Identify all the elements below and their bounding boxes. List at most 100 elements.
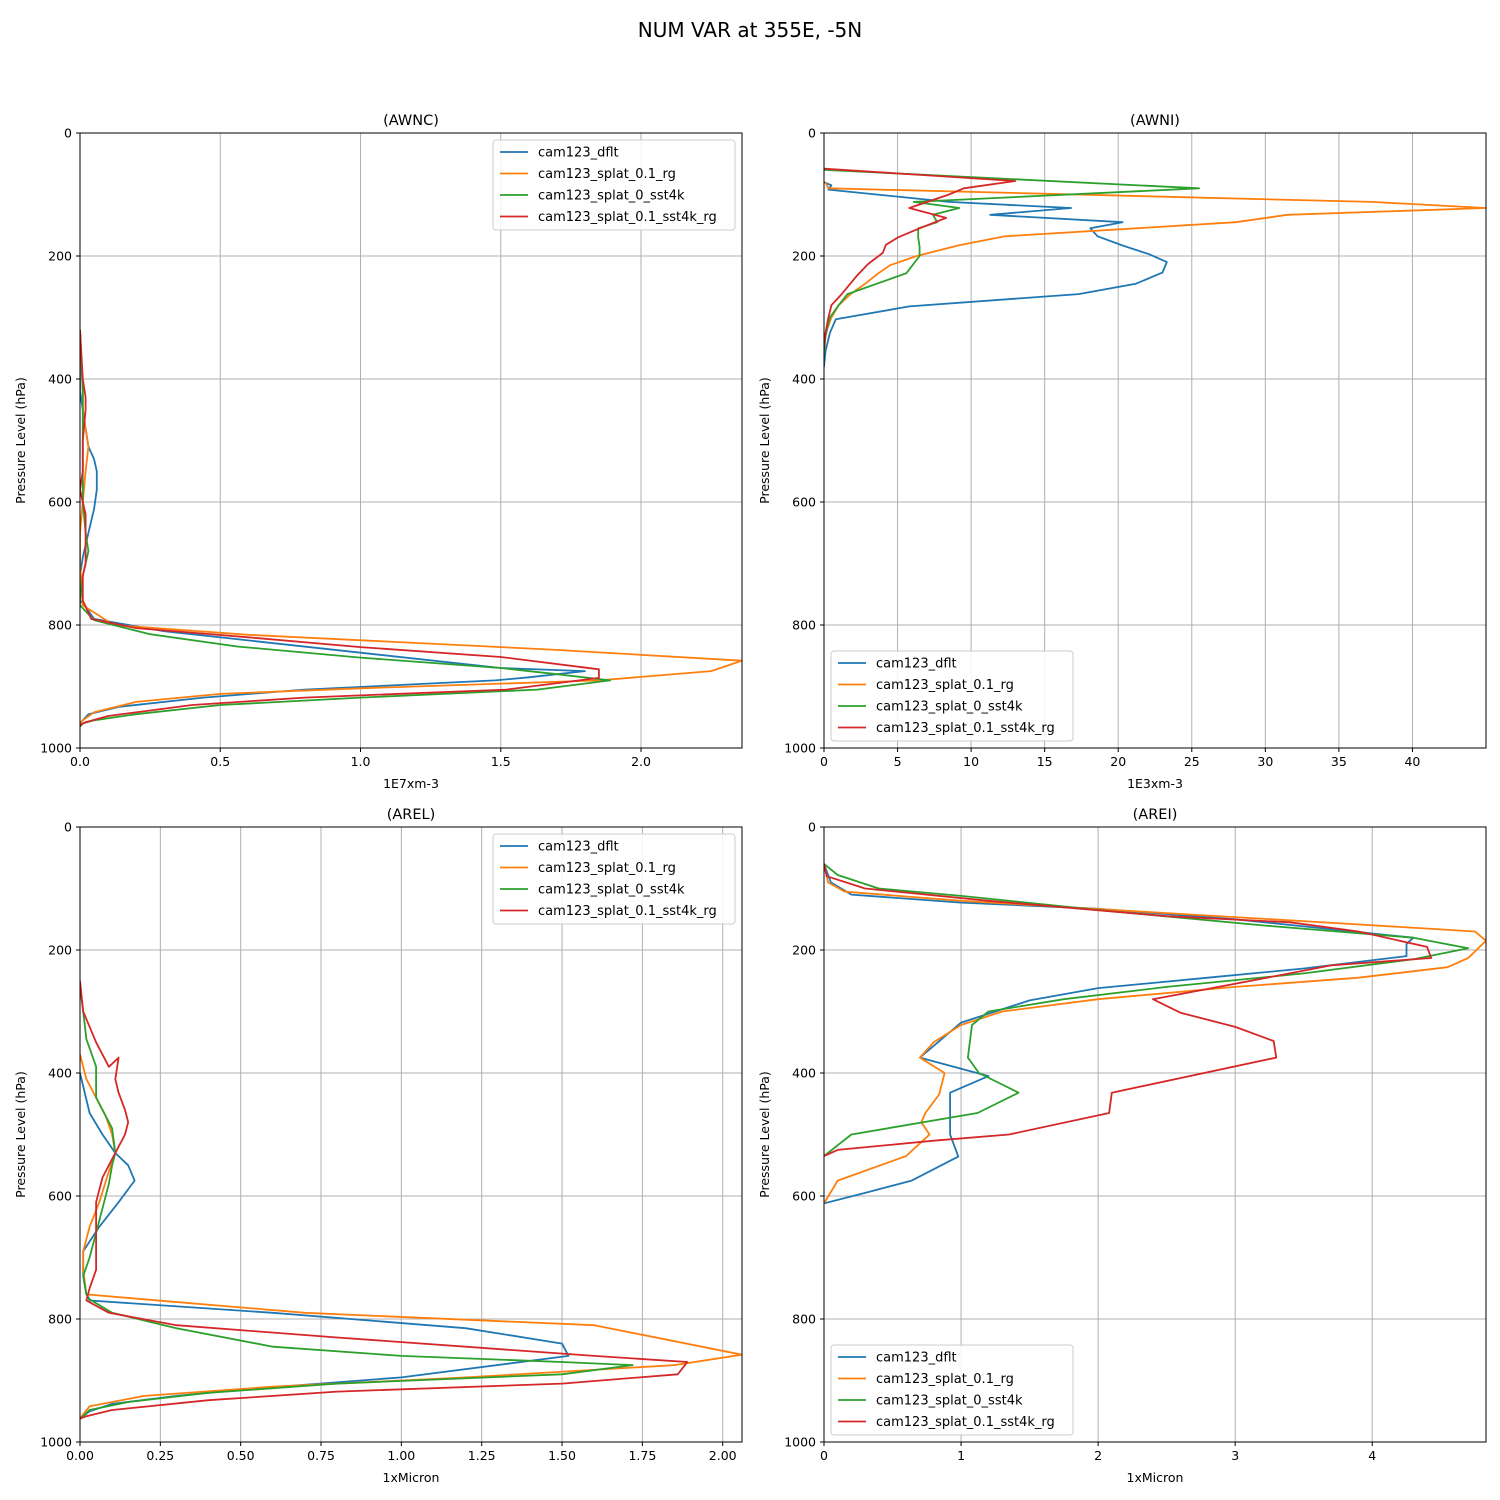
panel-title: (AWNI) <box>1130 113 1180 129</box>
y-tick-label: 1000 <box>40 741 72 756</box>
y-tick-label: 200 <box>792 249 816 264</box>
y-axis-label: Pressure Level (hPa) <box>757 377 772 504</box>
x-tick-label: 0.5 <box>210 754 230 769</box>
legend-entry: cam123_splat_0_sst4k <box>876 1394 1023 1409</box>
x-tick-label: 0 <box>820 1448 828 1463</box>
legend-entry: cam123_splat_0.1_sst4k_rg <box>876 721 1055 736</box>
legend-entry: cam123_splat_0_sst4k <box>538 883 685 898</box>
panel-title: (AREI) <box>1133 807 1178 823</box>
x-tick-label: 3 <box>1231 1448 1239 1463</box>
figure-title: NUM VAR at 355E, -5N <box>638 18 862 42</box>
axes-frame <box>79 826 743 1443</box>
legend-entry: cam123_splat_0.1_sst4k_rg <box>876 1415 1055 1430</box>
legend-entry: cam123_splat_0_sst4k <box>538 189 685 204</box>
x-tick-label: 15 <box>1037 754 1053 769</box>
y-tick-label: 400 <box>48 1066 72 1081</box>
legend-entry: cam123_dflt <box>538 840 619 855</box>
x-tick-label: 0.00 <box>66 1448 94 1463</box>
panel-awnc: (AWNC) 0.0 0.5 1.0 1.5 2.0 0 200 400 600 800 1000 1E… <box>13 113 743 791</box>
x-tick-label: 0.0 <box>70 754 90 769</box>
x-tick-label: 2 <box>1094 1448 1102 1463</box>
legend-entry: cam123_dflt <box>876 657 957 672</box>
y-axis-label: Pressure Level (hPa) <box>13 377 28 504</box>
y-tick-label: 800 <box>792 1312 816 1327</box>
legend: cam123_dflt cam123_splat_0.1_rg cam123_spl… <box>830 650 1074 742</box>
legend: cam123_dflt cam123_splat_0.1_rg cam123_spl… <box>830 1344 1074 1436</box>
series-line-cam123-splat-0-1-sst4k-rg <box>80 329 600 726</box>
x-axis-label: 1xMicron <box>383 1470 440 1485</box>
x-tick-label: 1.75 <box>628 1448 656 1463</box>
y-tick-label: 1000 <box>784 741 816 756</box>
y-tick-label: 200 <box>792 943 816 958</box>
y-tick-label: 400 <box>792 1066 816 1081</box>
legend-entry: cam123_splat_0_sst4k <box>876 700 1023 715</box>
x-tick-label: 30 <box>1257 754 1273 769</box>
y-tick-label: 600 <box>792 1189 816 1204</box>
x-tick-label: 1 <box>957 1448 965 1463</box>
series-line-cam123-splat-0-sst4k <box>80 986 634 1420</box>
series-line-cam123-splat-0-sst4k <box>824 169 1200 355</box>
legend-entry: cam123_splat_0.1_rg <box>538 861 676 876</box>
y-tick-label: 1000 <box>40 1435 72 1450</box>
panel-awni: (AWNI)0 5 10 15 20 25 30 35 40020040060080010001… <box>757 113 1487 791</box>
legend-box <box>492 139 736 231</box>
x-tick-label: 0.75 <box>307 1448 335 1463</box>
x-tick-label: 0.50 <box>227 1448 255 1463</box>
panel-title: (AWNC) <box>383 113 439 129</box>
y-tick-label: 800 <box>48 1312 72 1327</box>
x-tick-label: 1.50 <box>548 1448 576 1463</box>
x-tick-label: 0.25 <box>146 1448 174 1463</box>
y-tick-label: 200 <box>48 943 72 958</box>
x-tick-label: 35 <box>1331 754 1347 769</box>
legend-box <box>492 833 736 925</box>
y-tick-label: 600 <box>792 495 816 510</box>
series-line-cam123-splat-0-1-rg <box>80 329 742 725</box>
legend-box <box>830 1344 1074 1436</box>
y-tick-label: 600 <box>48 495 72 510</box>
y-axis-label: Pressure Level (hPa) <box>757 1071 772 1198</box>
series-group <box>80 329 742 728</box>
x-tick-label: 2.00 <box>709 1448 737 1463</box>
y-tick-label: 0 <box>808 820 816 835</box>
series-group <box>80 980 742 1420</box>
x-axis-label: 1xMicron <box>1127 1470 1184 1485</box>
x-tick-label: 25 <box>1184 754 1200 769</box>
y-axis-label: Pressure Level (hPa) <box>13 1071 28 1198</box>
y-tick-label: 400 <box>792 372 816 387</box>
y-tick-label: 0 <box>64 126 72 141</box>
x-tick-label: 1.25 <box>468 1448 496 1463</box>
y-tick-label: 400 <box>48 372 72 387</box>
x-tick-label: 5 <box>894 754 902 769</box>
y-tick-label: 600 <box>48 1189 72 1204</box>
axes-frame <box>823 826 1487 1443</box>
series-line-cam123-splat-0-1-sst4k-rg <box>824 863 1433 1157</box>
x-tick-label: 1.00 <box>387 1448 415 1463</box>
legend-entry: cam123_splat_0.1_rg <box>876 1372 1014 1387</box>
legend-entry: cam123_dflt <box>538 146 619 161</box>
x-axis-label: 1E3xm-3 <box>1127 776 1183 791</box>
x-tick-label: 40 <box>1404 754 1420 769</box>
x-tick-label: 4 <box>1368 1448 1376 1463</box>
legend-entry: cam123_splat_0.1_rg <box>538 167 676 182</box>
x-tick-label: 1.5 <box>491 754 511 769</box>
x-axis-label: 1E7xm-3 <box>383 776 439 791</box>
y-tick-label: 200 <box>48 249 72 264</box>
series-group <box>824 167 1486 367</box>
axes-frame <box>79 132 743 749</box>
legend-entry: cam123_dflt <box>876 1351 957 1366</box>
y-tick-label: 0 <box>808 126 816 141</box>
legend-entry: cam123_splat_0.1_sst4k_rg <box>538 210 717 225</box>
y-tick-label: 800 <box>792 618 816 633</box>
legend: cam123_dflt cam123_splat_0.1_rg cam123_spl… <box>492 833 736 925</box>
legend: cam123_dflt cam123_splat_0.1_rg cam123_spl… <box>492 139 736 231</box>
legend-entry: cam123_splat_0.1_rg <box>876 678 1014 693</box>
panel-arel: (AREL) 0.00 0.25 0.50 0.75 1.00 1.25 1.50 1.75 2.… <box>13 807 743 1485</box>
y-tick-label: 800 <box>48 618 72 633</box>
series-line-cam123-splat-0-sst4k <box>824 863 1470 1157</box>
legend-entry: cam123_splat_0.1_sst4k_rg <box>538 904 717 919</box>
panel-title: (AREL) <box>387 807 436 823</box>
x-tick-label: 1.0 <box>351 754 371 769</box>
legend-box <box>830 650 1074 742</box>
